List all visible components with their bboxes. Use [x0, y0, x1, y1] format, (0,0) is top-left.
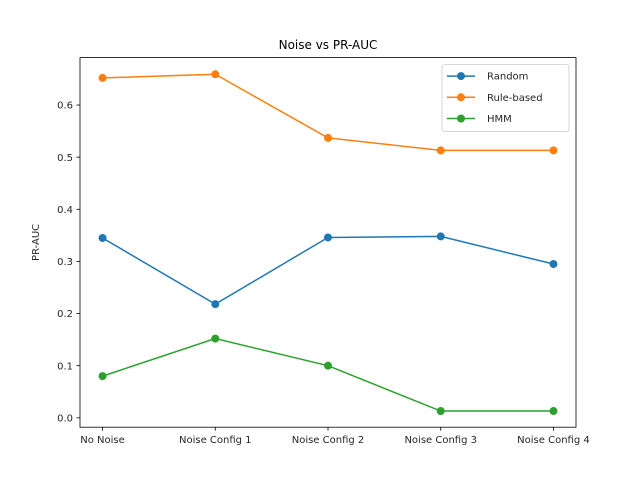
y-tick-label: 0.2: [57, 309, 73, 320]
y-tick-label: 0.4: [57, 205, 73, 216]
data-point: [549, 260, 558, 269]
data-point: [324, 133, 332, 142]
x-tick-label: No Noise: [80, 435, 125, 446]
data-point: [436, 232, 445, 241]
y-tick-label: 0.1: [57, 361, 73, 372]
data-point: [211, 300, 220, 309]
y-tick-label: 0.5: [57, 153, 73, 164]
data-point: [549, 407, 558, 416]
data-point: [98, 372, 107, 381]
legend-marker: [457, 72, 465, 81]
series-random: [98, 232, 558, 309]
series-line: [102, 235, 554, 306]
x-tick-label: Noise Config 2: [292, 435, 365, 446]
legend: Random Rule-based HMM: [441, 64, 570, 132]
y-tick-label: 0.6: [57, 101, 73, 112]
series-line: [102, 337, 554, 412]
series-hmm: [98, 334, 558, 416]
y-axis: 0.0 0.1 0.2 0.3 0.4 0.5 0.6: [57, 101, 80, 424]
legend-label: Rule-based: [487, 93, 543, 104]
data-point: [98, 233, 107, 242]
legend-marker: [457, 114, 465, 123]
y-axis-title: PR-AUC: [31, 224, 42, 261]
legend-box: [441, 64, 570, 132]
legend-marker: [457, 93, 465, 102]
x-tick-label: Noise Config 1: [179, 435, 252, 446]
x-tick-label: Noise Config 4: [517, 435, 590, 446]
series-rule-based: [98, 70, 558, 155]
data-point: [549, 146, 558, 155]
data-point: [324, 233, 332, 242]
legend-label: Random: [487, 72, 528, 83]
legend-label: HMM: [487, 114, 512, 125]
legend-item: Rule-based: [447, 93, 543, 104]
data-point: [436, 146, 445, 155]
data-point: [98, 73, 107, 82]
data-point: [324, 361, 332, 370]
y-tick-label: 0.0: [57, 413, 73, 424]
x-axis: No Noise Noise Config 1 Noise Config 2 Nois…: [80, 427, 590, 446]
x-tick-label: Noise Config 3: [404, 435, 477, 446]
data-point: [436, 407, 445, 416]
y-tick-label: 0.3: [57, 257, 73, 268]
data-point: [211, 70, 220, 79]
data-point: [211, 334, 220, 343]
chart-title: Noise vs PR-AUC: [279, 38, 378, 52]
legend-item: Random: [447, 72, 528, 83]
legend-item: HMM: [447, 114, 512, 125]
plot-area: [98, 70, 558, 416]
